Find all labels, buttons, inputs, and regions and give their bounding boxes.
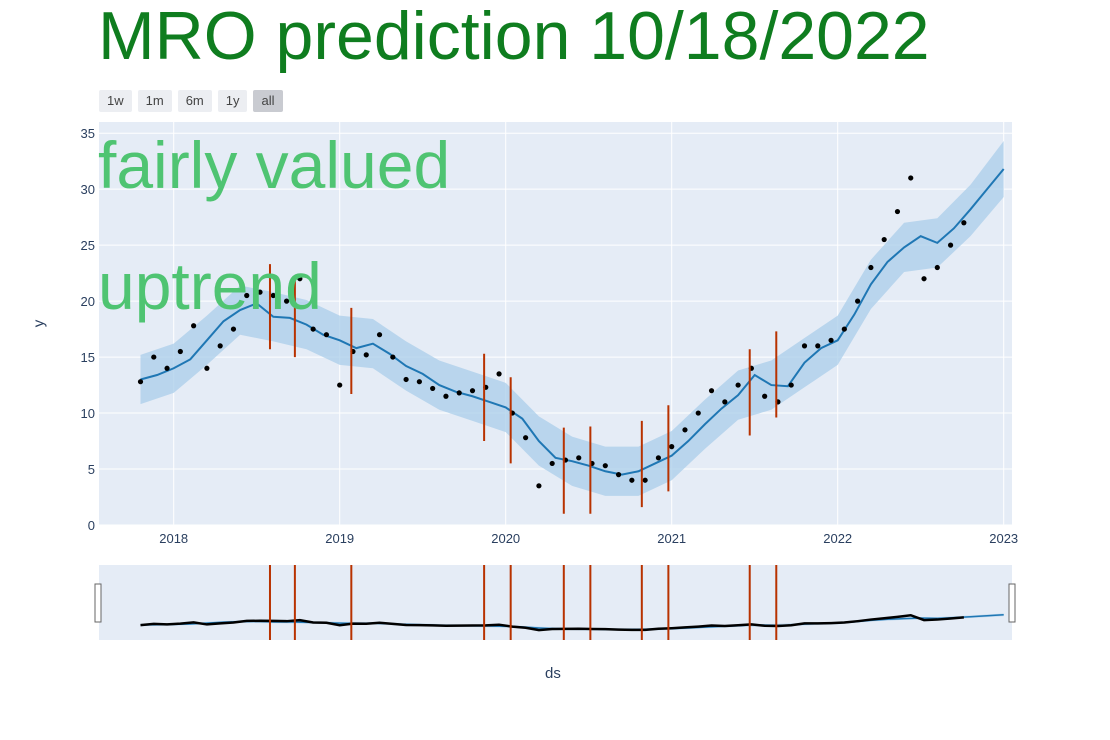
observed-point xyxy=(722,399,728,405)
observed-point xyxy=(469,388,476,394)
observed-point xyxy=(430,385,436,392)
observed-point xyxy=(443,393,449,399)
y-tick-label: 5 xyxy=(88,462,95,477)
observed-point xyxy=(416,379,422,385)
range-button-all[interactable]: all xyxy=(253,90,283,112)
observed-point xyxy=(695,410,701,416)
observed-point xyxy=(323,332,330,338)
observed-point xyxy=(828,337,834,343)
observed-point xyxy=(961,220,967,226)
observed-point xyxy=(523,435,529,441)
observed-point xyxy=(602,463,608,469)
observed-point xyxy=(841,326,847,332)
observed-point xyxy=(788,382,794,388)
observed-point xyxy=(297,276,303,282)
observed-point xyxy=(191,323,197,329)
range-button-1y[interactable]: 1y xyxy=(217,90,248,112)
y-tick-label: 30 xyxy=(81,182,95,197)
observed-point xyxy=(615,472,622,478)
observed-point xyxy=(934,264,940,271)
range-button-1m[interactable]: 1m xyxy=(137,90,172,112)
observed-point xyxy=(735,382,741,388)
range-selector: 1w 1m 6m 1y all xyxy=(99,90,283,112)
observed-point xyxy=(762,393,768,399)
observed-point xyxy=(669,444,675,450)
changepoint-markers xyxy=(268,264,778,514)
slider-observed-line xyxy=(140,613,964,632)
observed-point xyxy=(177,348,183,355)
range-slider-right-handle[interactable] xyxy=(1008,583,1016,623)
observed-point xyxy=(244,292,250,299)
uncertainty-band xyxy=(140,141,1004,496)
observed-point xyxy=(947,242,954,248)
observed-point xyxy=(164,365,170,371)
x-axis-ticks: 2018 2019 2020 2021 2022 2023 xyxy=(159,531,1018,546)
observed-point xyxy=(403,376,409,383)
observed-point xyxy=(881,236,887,243)
observed-point xyxy=(217,343,223,349)
x-tick-label: 2018 xyxy=(159,531,188,546)
y-axis-ticks: 0 5 10 15 20 25 30 35 xyxy=(81,126,95,533)
range-slider-preview xyxy=(140,565,1004,640)
observed-point xyxy=(629,477,635,483)
y-tick-label: 10 xyxy=(81,406,95,421)
observed-point xyxy=(257,289,263,295)
y-tick-label: 20 xyxy=(81,294,95,309)
observed-point xyxy=(456,390,462,396)
observed-point xyxy=(310,326,316,332)
observed-point xyxy=(855,298,861,304)
range-button-6m[interactable]: 6m xyxy=(177,90,212,112)
observed-point xyxy=(230,326,237,332)
chart-title: MRO prediction 10/18/2022 xyxy=(98,0,930,74)
grid-lines xyxy=(99,122,1012,526)
observed-point xyxy=(894,208,901,215)
observed-point xyxy=(137,379,144,385)
observed-point xyxy=(496,371,502,377)
forecast-line-group xyxy=(140,168,1005,476)
observed-point xyxy=(708,388,715,394)
observed-point xyxy=(390,354,396,360)
observed-point xyxy=(376,332,383,338)
x-tick-label: 2023 xyxy=(989,531,1018,546)
observed-point xyxy=(921,276,927,282)
observed-point xyxy=(204,365,210,371)
observed-point xyxy=(270,292,276,299)
y-tick-label: 25 xyxy=(81,238,95,253)
x-tick-label: 2019 xyxy=(325,531,354,546)
observed-point xyxy=(868,264,874,271)
observed-point xyxy=(549,460,555,467)
observed-point xyxy=(908,175,914,181)
x-tick-label: 2021 xyxy=(657,531,686,546)
observed-point xyxy=(337,382,343,388)
observed-point xyxy=(815,343,821,349)
forecast-line xyxy=(140,168,1005,476)
x-axis-title: ds xyxy=(545,665,561,682)
observed-point xyxy=(576,455,582,461)
y-axis-title: y xyxy=(30,319,48,328)
annotation-valuation: fairly valued xyxy=(98,128,451,202)
observed-point xyxy=(682,427,688,433)
observed-point xyxy=(363,352,369,358)
range-button-1w[interactable]: 1w xyxy=(99,90,132,112)
x-tick-label: 2022 xyxy=(823,531,852,546)
observed-point xyxy=(151,354,157,360)
observed-point xyxy=(655,455,662,461)
observed-point xyxy=(283,298,290,304)
uncertainty-band-area xyxy=(140,141,1004,496)
annotation-trend: uptrend xyxy=(98,249,322,323)
y-tick-label: 0 xyxy=(88,518,95,533)
y-tick-label: 35 xyxy=(81,126,95,141)
range-slider-left-handle[interactable] xyxy=(94,583,102,623)
y-tick-label: 15 xyxy=(81,350,95,365)
observed-point xyxy=(536,483,542,489)
observed-point xyxy=(642,477,648,483)
x-tick-label: 2020 xyxy=(491,531,520,546)
observed-point xyxy=(801,343,808,349)
